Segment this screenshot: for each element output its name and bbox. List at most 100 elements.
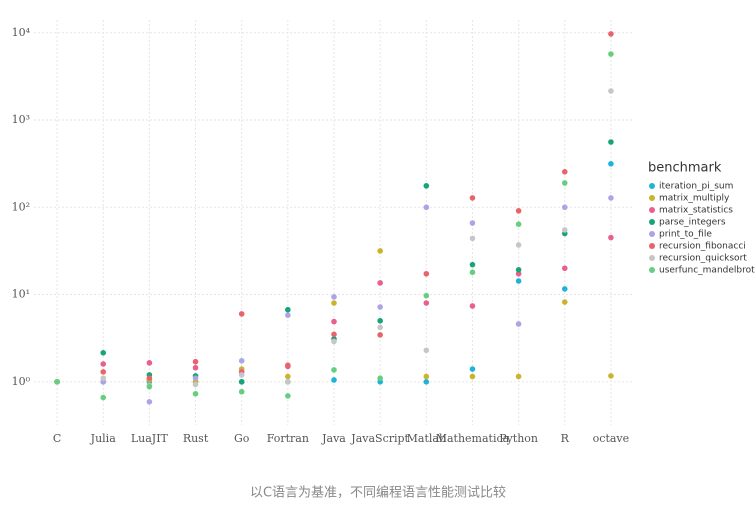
y-tick-label: 10² bbox=[12, 200, 30, 213]
point bbox=[285, 373, 291, 380]
point bbox=[100, 361, 107, 367]
point bbox=[377, 324, 383, 331]
point bbox=[515, 208, 522, 214]
legend-title: benchmark bbox=[648, 161, 722, 176]
point bbox=[561, 227, 568, 233]
point bbox=[192, 364, 199, 371]
point bbox=[238, 372, 245, 378]
point bbox=[608, 373, 614, 379]
legend-label: recursion_fibonacci bbox=[659, 242, 746, 252]
point bbox=[608, 195, 614, 201]
point bbox=[561, 265, 568, 272]
point bbox=[423, 183, 430, 189]
point bbox=[561, 169, 568, 175]
point bbox=[608, 88, 614, 94]
point bbox=[608, 234, 614, 241]
x-tick-label: Java bbox=[321, 432, 346, 445]
point bbox=[331, 367, 337, 373]
point bbox=[469, 261, 476, 268]
legend-label: recursion_quicksort bbox=[659, 254, 747, 264]
point bbox=[423, 292, 430, 299]
point bbox=[561, 204, 568, 211]
point bbox=[561, 299, 568, 305]
point bbox=[192, 381, 199, 388]
x-tick-label: Julia bbox=[90, 432, 117, 445]
point bbox=[285, 393, 291, 399]
point bbox=[331, 318, 337, 325]
point bbox=[515, 373, 522, 380]
point bbox=[146, 399, 153, 405]
point bbox=[469, 220, 476, 226]
point bbox=[423, 373, 430, 380]
legend-label: matrix_multiply bbox=[659, 194, 730, 204]
point bbox=[238, 388, 245, 395]
point bbox=[561, 286, 568, 292]
point bbox=[423, 300, 430, 306]
legend-swatch bbox=[649, 207, 655, 213]
y-tick-label: 10¹ bbox=[12, 288, 30, 301]
point bbox=[285, 312, 291, 318]
x-tick-label: JavaScript bbox=[350, 432, 409, 445]
point bbox=[469, 195, 476, 201]
legend-swatch bbox=[649, 183, 655, 189]
point bbox=[515, 278, 522, 284]
legend-label: iteration_pi_sum bbox=[659, 182, 733, 192]
point bbox=[515, 267, 522, 273]
point bbox=[423, 204, 430, 211]
x-tick-label: Matlab bbox=[407, 432, 446, 445]
point bbox=[100, 394, 107, 401]
point bbox=[515, 242, 522, 248]
x-tick-label: Python bbox=[499, 432, 538, 445]
legend-swatch bbox=[649, 255, 655, 261]
x-tick-label: LuaJIT bbox=[131, 432, 169, 445]
point bbox=[331, 294, 337, 300]
point bbox=[238, 379, 245, 385]
point bbox=[331, 331, 337, 338]
point bbox=[146, 383, 153, 390]
legend-label: print_to_file bbox=[659, 230, 712, 240]
x-tick-label: Go bbox=[234, 432, 250, 445]
x-tick-label: Fortran bbox=[267, 432, 309, 445]
point bbox=[54, 379, 60, 385]
point bbox=[285, 362, 291, 369]
x-tick-label: C bbox=[53, 432, 61, 445]
legend-swatch bbox=[649, 267, 655, 273]
legend-swatch bbox=[649, 243, 655, 249]
point bbox=[331, 377, 337, 383]
point bbox=[377, 280, 383, 286]
point bbox=[469, 303, 476, 309]
x-tick-label: Rust bbox=[183, 432, 209, 445]
point bbox=[423, 379, 430, 385]
legend-label: userfunc_mandelbrot bbox=[659, 266, 755, 276]
point bbox=[377, 318, 383, 324]
point bbox=[238, 311, 245, 317]
point bbox=[377, 248, 383, 254]
point bbox=[377, 332, 383, 338]
point bbox=[469, 269, 476, 276]
point bbox=[100, 375, 107, 382]
legend-label: matrix_statistics bbox=[659, 206, 733, 216]
legend-swatch bbox=[649, 219, 655, 225]
point bbox=[515, 270, 522, 277]
point bbox=[285, 379, 291, 385]
point bbox=[285, 306, 291, 313]
legend-swatch bbox=[649, 195, 655, 201]
point bbox=[608, 160, 614, 167]
point bbox=[608, 31, 614, 37]
point bbox=[377, 375, 383, 382]
point bbox=[146, 360, 153, 366]
x-tick-label: R bbox=[561, 432, 570, 445]
point bbox=[469, 235, 476, 242]
point bbox=[100, 369, 107, 375]
point bbox=[331, 338, 337, 345]
point bbox=[238, 358, 245, 364]
y-tick-label: 10⁴ bbox=[12, 26, 31, 39]
point bbox=[192, 390, 199, 397]
x-tick-label: Mathematica bbox=[436, 432, 510, 445]
y-tick-label: 10⁰ bbox=[12, 375, 31, 388]
point bbox=[469, 373, 476, 380]
caption: 以C语言为基准，不同编程语言性能测试比较 bbox=[250, 486, 506, 501]
point bbox=[515, 321, 522, 327]
point bbox=[377, 304, 383, 310]
